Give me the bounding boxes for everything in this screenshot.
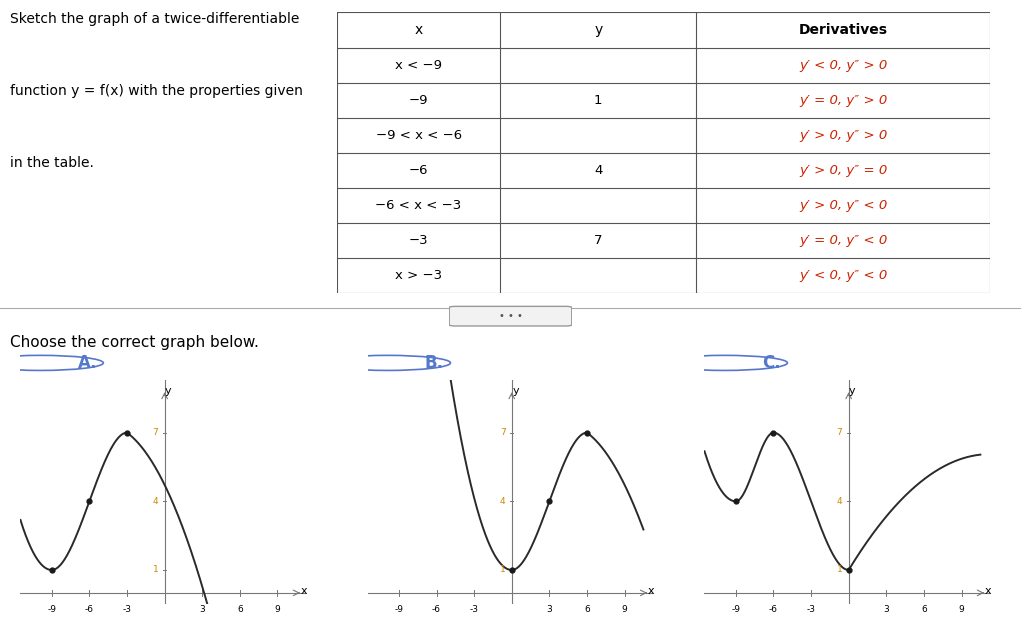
Text: -6: -6 xyxy=(432,606,441,614)
Text: −3: −3 xyxy=(408,234,429,247)
Text: 4: 4 xyxy=(594,164,602,177)
Text: 4: 4 xyxy=(837,497,842,506)
Text: x: x xyxy=(415,23,423,37)
Text: -6: -6 xyxy=(85,606,94,614)
Text: y′ = 0, y″ > 0: y′ = 0, y″ > 0 xyxy=(799,93,887,107)
Text: x: x xyxy=(647,586,654,596)
Text: −9 < x < −6: −9 < x < −6 xyxy=(376,128,461,141)
Text: Sketch the graph of a twice-differentiable: Sketch the graph of a twice-differentiab… xyxy=(10,12,299,26)
Text: 9: 9 xyxy=(959,606,965,614)
Text: -9: -9 xyxy=(47,606,56,614)
Text: function y = f(x) with the properties given: function y = f(x) with the properties gi… xyxy=(10,84,303,98)
Text: −6 < x < −3: −6 < x < −3 xyxy=(376,199,461,212)
Text: 6: 6 xyxy=(921,606,927,614)
FancyBboxPatch shape xyxy=(449,307,572,326)
Text: x > −3: x > −3 xyxy=(395,269,442,282)
Text: Derivatives: Derivatives xyxy=(798,23,888,37)
Text: A.: A. xyxy=(78,354,97,372)
Text: y′ < 0, y″ > 0: y′ < 0, y″ > 0 xyxy=(799,59,887,72)
Text: 6: 6 xyxy=(584,606,590,614)
Text: 1: 1 xyxy=(594,93,602,107)
Text: 6: 6 xyxy=(237,606,243,614)
Text: 1: 1 xyxy=(836,566,842,574)
Text: x: x xyxy=(984,586,991,596)
Text: y: y xyxy=(849,386,856,396)
Text: 7: 7 xyxy=(594,234,602,247)
Text: 7: 7 xyxy=(499,428,505,437)
Text: 3: 3 xyxy=(546,606,552,614)
Text: • • •: • • • xyxy=(498,311,523,321)
Text: 4: 4 xyxy=(153,497,158,506)
Text: 1: 1 xyxy=(152,566,158,574)
Text: C.: C. xyxy=(762,354,780,372)
Text: 7: 7 xyxy=(836,428,842,437)
Text: in the table.: in the table. xyxy=(10,156,94,170)
Text: -9: -9 xyxy=(394,606,403,614)
Text: y′ > 0, y″ = 0: y′ > 0, y″ = 0 xyxy=(799,164,887,177)
Text: y: y xyxy=(513,386,519,396)
Text: 9: 9 xyxy=(622,606,628,614)
Text: −6: −6 xyxy=(408,164,429,177)
Text: −9: −9 xyxy=(408,93,429,107)
Text: 1: 1 xyxy=(499,566,505,574)
Text: 4: 4 xyxy=(500,497,505,506)
Text: Choose the correct graph below.: Choose the correct graph below. xyxy=(10,335,259,350)
Text: y′ = 0, y″ < 0: y′ = 0, y″ < 0 xyxy=(799,234,887,247)
Text: 3: 3 xyxy=(883,606,889,614)
Text: x < −9: x < −9 xyxy=(395,59,442,72)
Text: y′ > 0, y″ < 0: y′ > 0, y″ < 0 xyxy=(799,199,887,212)
Text: y′ < 0, y″ < 0: y′ < 0, y″ < 0 xyxy=(799,269,887,282)
Text: -9: -9 xyxy=(731,606,740,614)
Text: y: y xyxy=(594,23,602,37)
Text: x: x xyxy=(300,586,307,596)
Text: 9: 9 xyxy=(275,606,281,614)
Text: y′ > 0, y″ > 0: y′ > 0, y″ > 0 xyxy=(799,128,887,141)
Text: y: y xyxy=(165,386,172,396)
Text: B.: B. xyxy=(425,354,444,372)
Text: 7: 7 xyxy=(152,428,158,437)
Text: 3: 3 xyxy=(199,606,205,614)
Text: -3: -3 xyxy=(470,606,479,614)
Text: -3: -3 xyxy=(123,606,132,614)
Text: -6: -6 xyxy=(769,606,778,614)
Text: -3: -3 xyxy=(807,606,816,614)
